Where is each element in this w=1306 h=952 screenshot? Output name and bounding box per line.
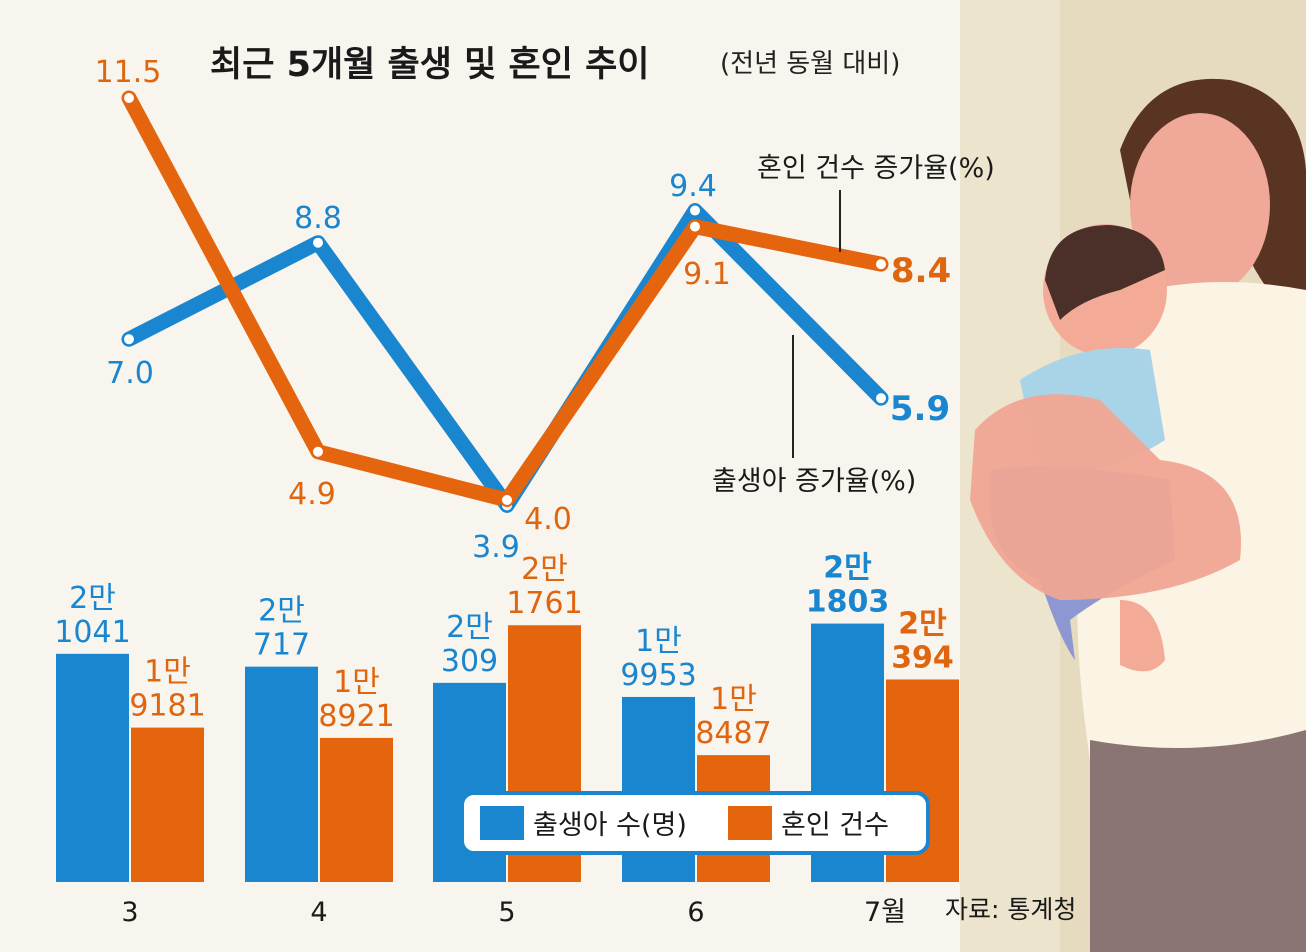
birth-rate-value-4: 8.8	[294, 201, 342, 236]
birth-rate-value-7월: 5.9	[890, 389, 950, 429]
births-bar-label-4-1: 717	[253, 628, 310, 663]
births-bar-label-4-0: 2만	[258, 594, 305, 629]
births-bar-label-7월-0: 2만	[823, 551, 872, 586]
birth-rate-value-5: 3.9	[472, 530, 520, 565]
x-tick-3: 3	[121, 897, 138, 928]
marriages-bar-label-3-1: 9181	[129, 689, 205, 724]
x-tick-4: 4	[310, 897, 327, 928]
births-bar-label-5-0: 2만	[446, 610, 493, 645]
marriages-bar-4	[320, 737, 393, 882]
marriages-bar-label-6-1: 8487	[695, 716, 771, 751]
background-illustration	[960, 0, 1306, 952]
x-tick-5: 5	[498, 897, 515, 928]
line-layer	[121, 90, 889, 513]
birth-rate-value-6: 9.4	[669, 169, 717, 204]
bar-layer	[56, 623, 959, 882]
birth-rate-line	[121, 203, 889, 513]
legend-label-births: 출생아 수(명)	[533, 810, 687, 841]
births-bar-3	[56, 653, 129, 882]
marriages-bar-label-6-0: 1만	[710, 682, 757, 717]
legend-box	[460, 791, 930, 855]
marriage-rate-value-4: 4.9	[288, 477, 336, 512]
x-tick-7월: 7월	[864, 897, 906, 928]
marriages-bar-label-3-0: 1만	[144, 655, 191, 690]
birth-rate-point-3	[122, 332, 136, 347]
legend: 출생아 수(명) 혼인 건수	[460, 791, 930, 855]
marriage-rate-point-3	[122, 91, 136, 105]
marriage-rate-point-6	[688, 219, 702, 234]
marriage-rate-point-5	[500, 493, 514, 507]
marriage-rate-point-7월	[874, 257, 888, 272]
marriages-bar-label-4-0: 1만	[333, 665, 380, 700]
birth-rate-point-4	[311, 235, 325, 250]
legend-swatch-births	[480, 806, 524, 840]
births-bar-label-7월-1: 1803	[806, 585, 890, 620]
birth-rate-point-7월	[874, 391, 888, 406]
label-layer: 2만10412만7172만3091만99532만18031만91811만8921…	[54, 55, 953, 751]
source-note: 자료: 통계청	[945, 895, 1076, 924]
marriage-rate-value-5: 4.0	[524, 502, 572, 537]
marriage-rate-value-7월: 8.4	[891, 251, 951, 291]
births-bar-label-6-1: 9953	[620, 658, 696, 693]
marriages-bar-label-7월-1: 394	[891, 640, 954, 675]
legend-swatch-marriages	[728, 806, 772, 840]
marriage-rate-value-3: 11.5	[95, 55, 162, 90]
marriages-bar-3	[131, 727, 204, 882]
marriage-rate-point-4	[311, 444, 325, 459]
x-axis-ticks: 3 4 5 6 7월	[121, 897, 906, 928]
marriages-bar-label-5-1: 1761	[506, 586, 582, 621]
marriage-rate-label: 혼인 건수 증가율(%)	[757, 153, 995, 184]
chart-title: 최근 5개월 출생 및 혼인 추이	[210, 45, 649, 85]
marriages-bar-label-5-0: 2만	[521, 552, 568, 587]
legend-label-marriages: 혼인 건수	[781, 810, 889, 841]
births-bar-label-6-0: 1만	[635, 624, 682, 659]
birth-rate-value-3: 7.0	[106, 356, 154, 391]
births-bar-label-3-0: 2만	[69, 581, 116, 616]
birth-rate-point-6	[688, 203, 702, 218]
chart-subtitle: (전년 동월 대비)	[720, 49, 900, 79]
x-tick-6: 6	[687, 897, 704, 928]
marriages-bar-label-4-1: 8921	[318, 699, 394, 734]
marriages-bar-label-7월-0: 2만	[898, 606, 947, 641]
births-bar-4	[245, 666, 318, 882]
marriage-rate-value-6: 9.1	[683, 257, 731, 292]
birth-rate-label: 출생아 증가율(%)	[712, 466, 916, 497]
births-bar-label-5-1: 309	[441, 644, 498, 679]
births-bar-label-3-1: 1041	[54, 615, 130, 650]
